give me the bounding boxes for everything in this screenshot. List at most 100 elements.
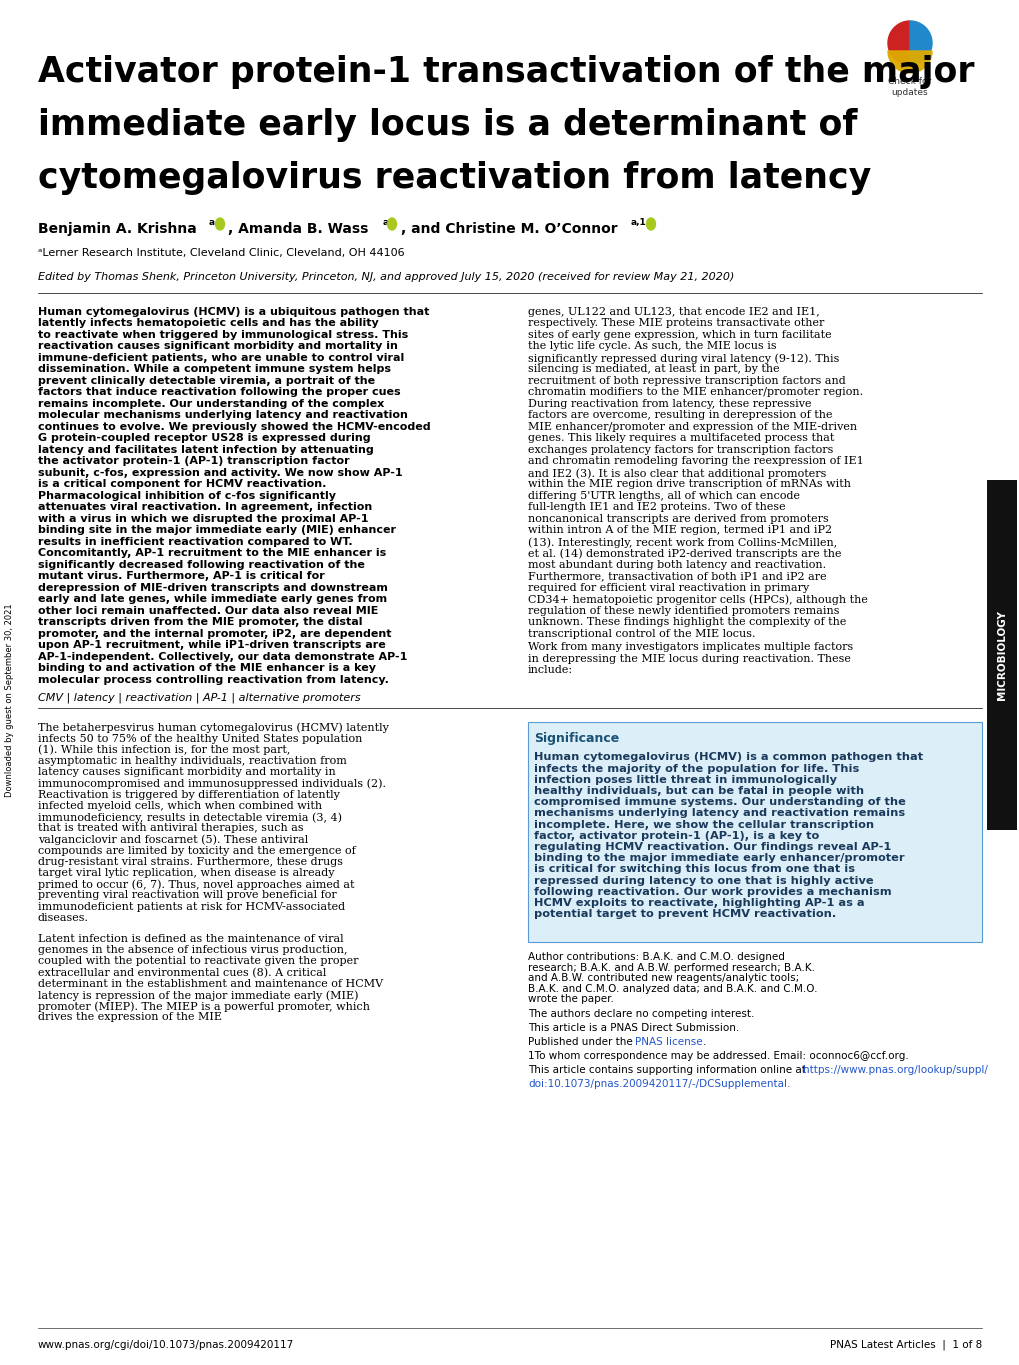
Text: , Amanda B. Wass: , Amanda B. Wass [228, 222, 368, 236]
Text: CD34+ hematopoietic progenitor cells (HPCs), although the: CD34+ hematopoietic progenitor cells (HP… [528, 595, 867, 605]
Text: genomes in the absence of infectious virus production,: genomes in the absence of infectious vir… [38, 946, 347, 956]
Text: the activator protein-1 (AP-1) transcription factor: the activator protein-1 (AP-1) transcrip… [38, 456, 350, 467]
Text: and chromatin remodeling favoring the reexpression of IE1: and chromatin remodeling favoring the re… [528, 456, 863, 467]
Text: latently infects hematopoietic cells and has the ability: latently infects hematopoietic cells and… [38, 318, 378, 329]
Text: dissemination. While a competent immune system helps: dissemination. While a competent immune … [38, 364, 390, 374]
Text: reactivation causes significant morbidity and mortality in: reactivation causes significant morbidit… [38, 341, 397, 352]
Text: valganciclovir and foscarnet (5). These antiviral: valganciclovir and foscarnet (5). These … [38, 834, 308, 845]
Text: is critical for switching this locus from one that is: is critical for switching this locus fro… [534, 864, 854, 875]
Text: transcriptional control of the MIE locus.: transcriptional control of the MIE locus… [528, 629, 755, 639]
Text: PNAS Latest Articles  |  1 of 8: PNAS Latest Articles | 1 of 8 [828, 1340, 981, 1350]
Text: Human cytomegalovirus (HCMV) is a ubiquitous pathogen that: Human cytomegalovirus (HCMV) is a ubiqui… [38, 307, 429, 317]
Text: G protein-coupled receptor US28 is expressed during: G protein-coupled receptor US28 is expre… [38, 434, 370, 444]
Text: sites of early gene expression, which in turn facilitate: sites of early gene expression, which in… [528, 330, 830, 340]
Text: Author contributions: B.A.K. and C.M.O. designed: Author contributions: B.A.K. and C.M.O. … [528, 953, 784, 962]
Text: silencing is mediated, at least in part, by the: silencing is mediated, at least in part,… [528, 364, 779, 374]
Text: The betaherpesvirus human cytomegalovirus (HCMV) latently: The betaherpesvirus human cytomegaloviru… [38, 722, 388, 733]
Text: derepression of MIE-driven transcripts and downstream: derepression of MIE-driven transcripts a… [38, 583, 387, 592]
Text: Concomitantly, AP-1 recruitment to the MIE enhancer is: Concomitantly, AP-1 recruitment to the M… [38, 549, 386, 558]
Text: is a critical component for HCMV reactivation.: is a critical component for HCMV reactiv… [38, 479, 326, 490]
Text: to reactivate when triggered by immunological stress. This: to reactivate when triggered by immunolo… [38, 330, 408, 340]
Text: Work from many investigators implicates multiple factors: Work from many investigators implicates … [528, 643, 853, 652]
Text: cytomegalovirus reactivation from latency: cytomegalovirus reactivation from latenc… [38, 161, 870, 195]
Text: Activator protein-1 transactivation of the major: Activator protein-1 transactivation of t… [38, 55, 973, 89]
Text: within the MIE region drive transcription of mRNAs with: within the MIE region drive transcriptio… [528, 479, 850, 490]
Text: include:: include: [528, 666, 573, 676]
Text: infects 50 to 75% of the healthy United States population: infects 50 to 75% of the healthy United … [38, 734, 362, 744]
Text: PNAS license: PNAS license [635, 1037, 702, 1047]
Text: differing 5'UTR lengths, all of which can encode: differing 5'UTR lengths, all of which ca… [528, 491, 799, 501]
Text: Pharmacological inhibition of c-fos significantly: Pharmacological inhibition of c-fos sign… [38, 491, 335, 501]
Text: infects the majority of the population for life. This: infects the majority of the population f… [534, 763, 858, 774]
Text: full-length IE1 and IE2 proteins. Two of these: full-length IE1 and IE2 proteins. Two of… [528, 502, 785, 512]
Text: other loci remain unaffected. Our data also reveal MIE: other loci remain unaffected. Our data a… [38, 606, 378, 616]
Text: extracellular and environmental cues (8). A critical: extracellular and environmental cues (8)… [38, 968, 326, 977]
Text: Significance: Significance [534, 733, 619, 745]
Text: the lytic life cycle. As such, the MIE locus is: the lytic life cycle. As such, the MIE l… [528, 341, 775, 352]
Text: This article is a PNAS Direct Submission.: This article is a PNAS Direct Submission… [528, 1022, 739, 1033]
Text: genes, UL122 and UL123, that encode IE2 and IE1,: genes, UL122 and UL123, that encode IE2 … [528, 307, 819, 317]
Text: immunocompromised and immunosuppressed individuals (2).: immunocompromised and immunosuppressed i… [38, 778, 385, 789]
Text: required for efficient viral reactivation in primary: required for efficient viral reactivatio… [528, 583, 808, 592]
Text: with a virus in which we disrupted the proximal AP-1: with a virus in which we disrupted the p… [38, 515, 368, 524]
Text: prevent clinically detectable viremia, a portrait of the: prevent clinically detectable viremia, a… [38, 375, 375, 386]
Text: repressed during latency to one that is highly active: repressed during latency to one that is … [534, 876, 872, 886]
Text: healthy individuals, but can be fatal in people with: healthy individuals, but can be fatal in… [534, 786, 863, 796]
Text: chromatin modifiers to the MIE enhancer/promoter region.: chromatin modifiers to the MIE enhancer/… [528, 388, 862, 397]
Text: drug-resistant viral strains. Furthermore, these drugs: drug-resistant viral strains. Furthermor… [38, 857, 342, 867]
Text: latency is repression of the major immediate early (MIE): latency is repression of the major immed… [38, 990, 358, 1001]
Text: binding to and activation of the MIE enhancer is a key: binding to and activation of the MIE enh… [38, 663, 376, 673]
Text: 1To whom correspondence may be addressed. Email: oconnoc6@ccf.org.: 1To whom correspondence may be addressed… [528, 1051, 908, 1061]
Text: a: a [209, 218, 215, 227]
Text: infected myeloid cells, which when combined with: infected myeloid cells, which when combi… [38, 801, 322, 811]
Text: target viral lytic replication, when disease is already: target viral lytic replication, when dis… [38, 868, 334, 878]
Text: compounds are limited by toxicity and the emergence of: compounds are limited by toxicity and th… [38, 846, 356, 856]
Polygon shape [888, 20, 909, 66]
Text: regulating HCMV reactivation. Our findings reveal AP-1: regulating HCMV reactivation. Our findin… [534, 842, 891, 852]
Text: and A.B.W. contributed new reagents/analytic tools;: and A.B.W. contributed new reagents/anal… [528, 973, 799, 984]
Text: mutant virus. Furthermore, AP-1 is critical for: mutant virus. Furthermore, AP-1 is criti… [38, 572, 324, 581]
Text: research; B.A.K. and A.B.W. performed research; B.A.K.: research; B.A.K. and A.B.W. performed re… [528, 962, 814, 973]
Text: Published under the: Published under the [528, 1037, 636, 1047]
Text: regulation of these newly identified promoters remains: regulation of these newly identified pro… [528, 606, 839, 616]
Text: a,1: a,1 [631, 218, 646, 227]
Text: This article contains supporting information online at: This article contains supporting informa… [528, 1065, 808, 1076]
Text: CMV | latency | reactivation | AP-1 | alternative promoters: CMV | latency | reactivation | AP-1 | al… [38, 692, 361, 703]
Text: MIE enhancer/promoter and expression of the MIE-driven: MIE enhancer/promoter and expression of … [528, 422, 856, 431]
Text: binding to the major immediate early enhancer/promoter: binding to the major immediate early enh… [534, 853, 904, 863]
Text: .: . [702, 1037, 706, 1047]
Text: within intron A of the MIE region, termed iP1 and iP2: within intron A of the MIE region, terme… [528, 526, 832, 535]
Text: subunit, c-fos, expression and activity. We now show AP-1: subunit, c-fos, expression and activity.… [38, 468, 403, 478]
Text: Latent infection is defined as the maintenance of viral: Latent infection is defined as the maint… [38, 934, 343, 945]
Text: B.A.K. and C.M.O. analyzed data; and B.A.K. and C.M.O.: B.A.K. and C.M.O. analyzed data; and B.A… [528, 984, 816, 994]
Text: preventing viral reactivation will prove beneficial for: preventing viral reactivation will prove… [38, 890, 336, 901]
Text: (1). While this infection is, for the most part,: (1). While this infection is, for the mo… [38, 745, 290, 755]
Text: continues to evolve. We previously showed the HCMV-encoded: continues to evolve. We previously showe… [38, 422, 430, 431]
Text: During reactivation from latency, these repressive: During reactivation from latency, these … [528, 399, 811, 410]
Text: immunodeficiency, results in detectable viremia (3, 4): immunodeficiency, results in detectable … [38, 812, 341, 823]
Text: asymptomatic in healthy individuals, reactivation from: asymptomatic in healthy individuals, rea… [38, 756, 346, 766]
Text: Benjamin A. Krishna: Benjamin A. Krishna [38, 222, 197, 236]
Text: factors that induce reactivation following the proper cues: factors that induce reactivation followi… [38, 388, 400, 397]
Text: a: a [382, 218, 388, 227]
Text: coupled with the potential to reactivate given the proper: coupled with the potential to reactivate… [38, 957, 358, 966]
Text: drives the expression of the MIE: drives the expression of the MIE [38, 1013, 222, 1022]
Text: Reactivation is triggered by differentiation of latently: Reactivation is triggered by differentia… [38, 790, 339, 800]
Text: latency causes significant morbidity and mortality in: latency causes significant morbidity and… [38, 767, 335, 777]
Text: (13). Interestingly, recent work from Collins-McMillen,: (13). Interestingly, recent work from Co… [528, 536, 837, 547]
Text: promoter (MIEP). The MIEP is a powerful promoter, which: promoter (MIEP). The MIEP is a powerful … [38, 1002, 370, 1011]
Text: remains incomplete. Our understanding of the complex: remains incomplete. Our understanding of… [38, 399, 384, 410]
Text: latency and facilitates latent infection by attenuating: latency and facilitates latent infection… [38, 445, 373, 455]
Text: significantly repressed during viral latency (9-12). This: significantly repressed during viral lat… [528, 354, 839, 363]
Text: following reactivation. Our work provides a mechanism: following reactivation. Our work provide… [534, 887, 891, 897]
Text: HCMV exploits to reactivate, highlighting AP-1 as a: HCMV exploits to reactivate, highlightin… [534, 898, 864, 908]
Text: Check for
updates: Check for updates [888, 76, 930, 97]
Text: immune-deficient patients, who are unable to control viral: immune-deficient patients, who are unabl… [38, 354, 404, 363]
Text: respectively. These MIE proteins transactivate other: respectively. These MIE proteins transac… [528, 318, 823, 329]
Text: wrote the paper.: wrote the paper. [528, 995, 613, 1005]
Text: attenuates viral reactivation. In agreement, infection: attenuates viral reactivation. In agreem… [38, 502, 372, 512]
Polygon shape [909, 20, 931, 66]
Text: compromised immune systems. Our understanding of the: compromised immune systems. Our understa… [534, 797, 905, 807]
Text: https://www.pnas.org/lookup/suppl/: https://www.pnas.org/lookup/suppl/ [802, 1065, 987, 1076]
Text: www.pnas.org/cgi/doi/10.1073/pnas.2009420117: www.pnas.org/cgi/doi/10.1073/pnas.200942… [38, 1340, 293, 1350]
